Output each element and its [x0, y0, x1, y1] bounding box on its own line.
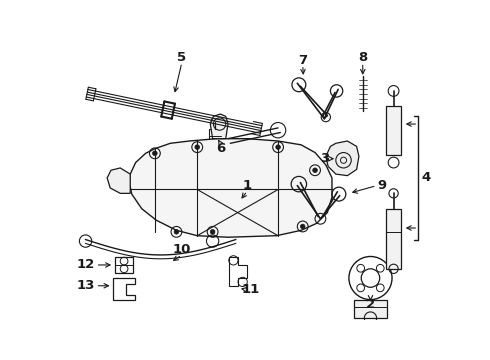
- Polygon shape: [107, 168, 130, 193]
- Circle shape: [276, 145, 280, 149]
- Circle shape: [210, 230, 215, 234]
- Text: 5: 5: [177, 50, 186, 64]
- Polygon shape: [386, 106, 401, 155]
- Circle shape: [195, 145, 199, 149]
- Polygon shape: [386, 209, 401, 269]
- Text: 1: 1: [243, 179, 252, 192]
- Text: 2: 2: [366, 298, 375, 311]
- Polygon shape: [210, 114, 228, 139]
- Polygon shape: [129, 139, 332, 237]
- Text: 13: 13: [76, 279, 95, 292]
- Circle shape: [313, 168, 318, 172]
- Circle shape: [174, 230, 179, 234]
- Circle shape: [300, 224, 305, 229]
- Text: 6: 6: [216, 142, 225, 155]
- Circle shape: [152, 151, 157, 156]
- Text: 9: 9: [377, 179, 387, 192]
- Polygon shape: [326, 141, 359, 176]
- Text: 10: 10: [172, 243, 191, 256]
- Text: 8: 8: [358, 50, 368, 64]
- Text: 11: 11: [242, 283, 260, 296]
- Text: 4: 4: [421, 171, 431, 184]
- Text: 7: 7: [298, 54, 307, 67]
- Text: 3: 3: [319, 152, 329, 165]
- Polygon shape: [354, 300, 388, 318]
- Text: 12: 12: [76, 258, 95, 271]
